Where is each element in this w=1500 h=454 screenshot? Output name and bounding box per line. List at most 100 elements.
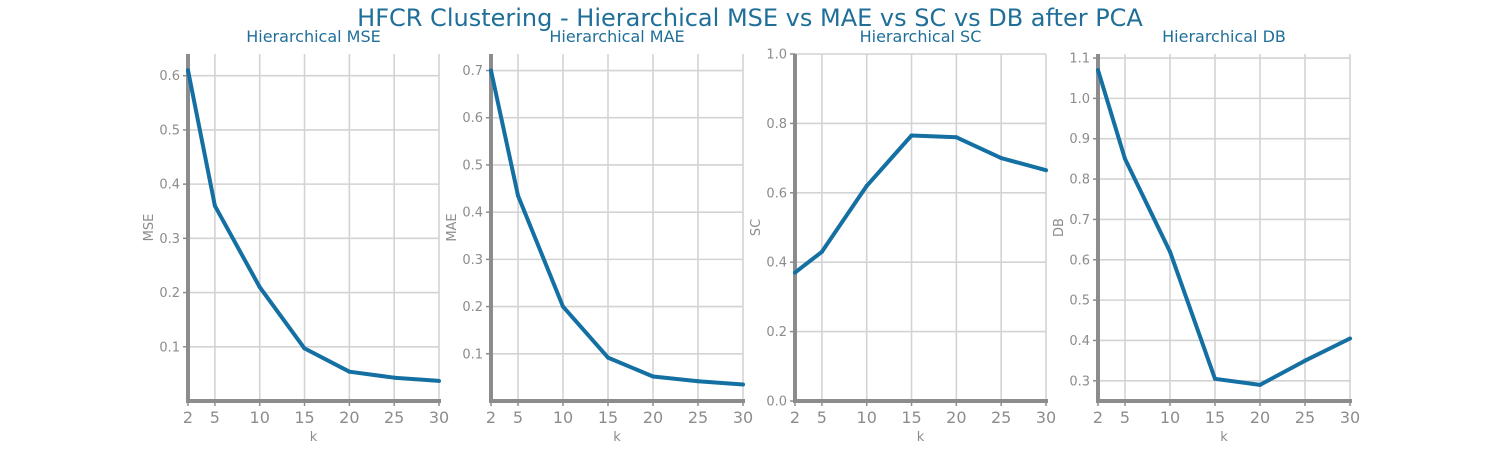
y-tick-label: 0.4 <box>462 206 483 221</box>
data-point <box>741 382 745 387</box>
data-point <box>437 378 441 383</box>
y-tick-label: 0.6 <box>462 111 483 126</box>
x-tick-label: 30 <box>1340 408 1360 427</box>
x-tick-label: 5 <box>1120 408 1130 427</box>
x-tick-label: 5 <box>513 408 523 427</box>
data-point <box>909 133 914 138</box>
x-tick-label: 25 <box>991 408 1011 427</box>
x-tick-label: 30 <box>429 408 449 427</box>
x-tick-label: 30 <box>1036 408 1056 427</box>
y-tick-label: 1.1 <box>1069 52 1090 67</box>
y-tick-label: 0.6 <box>1069 253 1090 268</box>
x-tick-label: 25 <box>1295 408 1315 427</box>
data-point <box>1044 168 1048 173</box>
y-axis-label: MAE <box>445 213 460 241</box>
data-point <box>1348 336 1352 341</box>
y-axis-label: SC <box>749 219 764 236</box>
y-tick-label: 0.1 <box>159 340 180 355</box>
data-point <box>651 374 655 379</box>
data-point <box>489 68 493 73</box>
data-point <box>606 355 610 360</box>
y-tick-label: 0.6 <box>766 186 787 201</box>
chart-title: Hierarchical MAE <box>549 27 684 46</box>
x-tick-label: 30 <box>733 408 753 427</box>
y-tick-label: 0.3 <box>462 253 483 268</box>
y-tick-label: 0.6 <box>159 69 180 84</box>
series-line <box>186 69 440 383</box>
data-point <box>561 304 565 309</box>
chart-panel-4: 2 5 10 15 20 25 30 0.3 0.4 0.5 0.6 0.7 0.8 0.9 1.0 1.1 H… <box>1052 27 1360 445</box>
x-tick-label: 15 <box>901 408 921 427</box>
x-tick-label: 25 <box>688 408 708 427</box>
x-tick-label: 2 <box>790 408 800 427</box>
y-tick-label: 0.2 <box>462 300 483 315</box>
y-tick-label: 0.7 <box>1069 213 1090 228</box>
x-tick-label: 2 <box>486 408 496 427</box>
y-tick-label: 0.4 <box>1069 334 1090 349</box>
y-tick-label: 0.1 <box>462 347 483 362</box>
x-axis-label: k <box>1220 430 1228 445</box>
y-tick-label: 0.5 <box>1069 294 1090 309</box>
data-point <box>696 379 700 384</box>
data-point <box>819 249 824 254</box>
data-point <box>793 270 797 275</box>
x-tick-label: 15 <box>294 408 314 427</box>
x-tick-label: 10 <box>1160 408 1180 427</box>
data-point <box>1213 376 1217 381</box>
y-tick-label: 0.9 <box>1069 132 1090 147</box>
x-tick-label: 10 <box>857 408 877 427</box>
y-tick-label: 1.0 <box>1069 92 1090 107</box>
y-tick-label: 0.0 <box>766 395 787 410</box>
data-point <box>1303 358 1307 363</box>
chart-title: Hierarchical DB <box>1162 27 1286 46</box>
figure-title: HFCR Clustering - Hierarchical MSE vs MA… <box>357 4 1143 32</box>
x-axis-label: k <box>917 430 925 445</box>
chart-title: Hierarchical SC <box>860 27 982 46</box>
x-axis-label: k <box>613 430 621 445</box>
x-tick-label: 20 <box>339 408 359 427</box>
data-point <box>999 156 1004 161</box>
x-tick-label: 15 <box>598 408 618 427</box>
data-point <box>1168 249 1172 254</box>
y-axis-label: DB <box>1052 218 1067 237</box>
y-tick-label: 0.3 <box>1069 374 1090 389</box>
x-tick-label: 2 <box>1093 408 1103 427</box>
y-tick-label: 0.8 <box>1069 173 1090 188</box>
data-point <box>186 68 190 73</box>
x-tick-label: 2 <box>183 408 193 427</box>
y-axis-label: MSE <box>142 214 157 242</box>
y-tick-label: 1.0 <box>766 48 787 63</box>
data-point <box>1096 68 1100 73</box>
y-tick-label: 0.7 <box>462 64 483 79</box>
x-axis-label: k <box>310 430 318 445</box>
x-tick-label: 10 <box>250 408 270 427</box>
chart-panel-2: 2 5 10 15 20 25 30 0.1 0.2 0.3 0.4 0.5 0.6 0.7 Hierarc… <box>445 27 753 445</box>
y-tick-label: 0.3 <box>159 232 180 247</box>
series-line <box>793 133 1047 275</box>
data-point <box>212 203 217 208</box>
x-tick-label: 20 <box>946 408 966 427</box>
data-point <box>392 375 397 380</box>
data-point <box>864 183 869 188</box>
x-tick-label: 5 <box>210 408 220 427</box>
y-tick-label: 0.8 <box>766 117 787 132</box>
data-point <box>1258 382 1262 387</box>
series-line <box>1096 69 1351 387</box>
chart-panel-3: 2 5 10 15 20 25 30 0.0 0.2 0.4 0.6 0.8 1.0 Hierarchic… <box>749 27 1056 445</box>
data-point <box>347 369 352 374</box>
y-tick-label: 0.5 <box>159 123 180 138</box>
data-point <box>516 193 520 198</box>
x-tick-label: 25 <box>384 408 404 427</box>
x-tick-label: 10 <box>553 408 573 427</box>
chart-panel-1: 2 5 10 15 20 25 30 0.1 0.2 0.3 0.4 0.5 0.6 Hierarchic… <box>142 27 449 445</box>
x-tick-label: 20 <box>1250 408 1270 427</box>
x-tick-label: 15 <box>1205 408 1225 427</box>
y-tick-label: 0.4 <box>766 256 787 271</box>
x-tick-label: 5 <box>817 408 827 427</box>
data-point <box>1123 156 1127 161</box>
y-tick-label: 0.5 <box>462 158 483 173</box>
y-tick-label: 0.2 <box>766 325 787 340</box>
x-tick-label: 20 <box>643 408 663 427</box>
data-point <box>257 285 262 290</box>
